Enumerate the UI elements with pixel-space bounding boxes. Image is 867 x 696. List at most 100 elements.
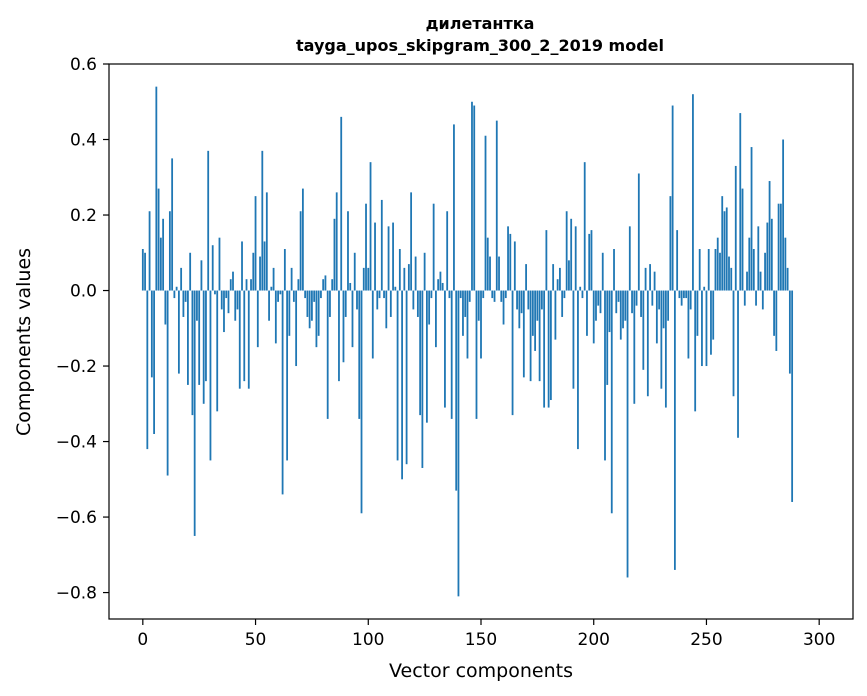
- bar: [498, 256, 500, 291]
- bar: [401, 290, 403, 480]
- bar: [168, 211, 171, 291]
- bar: [410, 192, 413, 291]
- bar: [586, 290, 588, 336]
- bar: [153, 290, 155, 434]
- bar: [624, 290, 627, 321]
- bar: [403, 267, 406, 291]
- bar: [493, 290, 496, 302]
- bar: [712, 290, 715, 340]
- bar: [770, 218, 773, 291]
- bar: [263, 241, 266, 291]
- bar: [631, 290, 633, 314]
- bar: [220, 290, 223, 310]
- bar: [162, 218, 165, 291]
- bar: [385, 290, 388, 329]
- bar: [344, 290, 347, 317]
- bar: [601, 252, 604, 291]
- bar: [743, 290, 746, 306]
- bar: [662, 290, 665, 329]
- bar: [322, 279, 325, 291]
- bar: [243, 290, 246, 382]
- bar: [306, 290, 309, 317]
- bar: [637, 173, 640, 291]
- bar: [617, 290, 620, 302]
- bar: [683, 290, 685, 299]
- bar: [155, 86, 158, 291]
- bar: [148, 211, 151, 291]
- bar: [653, 271, 656, 291]
- bar: [516, 290, 518, 310]
- bar: [480, 290, 482, 359]
- bar: [655, 290, 658, 344]
- bar: [529, 290, 532, 382]
- bar: [396, 290, 399, 461]
- bar: [198, 290, 201, 385]
- bar: [759, 271, 762, 291]
- bar: [685, 290, 688, 299]
- bar: [466, 290, 469, 359]
- x-axis-ticks: 0 50 100 150 200 250 300: [137, 619, 835, 650]
- bar: [619, 290, 622, 340]
- bar: [595, 290, 597, 321]
- bar: [150, 290, 153, 378]
- bar: [200, 260, 203, 291]
- bar: [279, 290, 282, 295]
- bar: [640, 290, 642, 317]
- bar: [719, 252, 721, 291]
- bar: [356, 290, 358, 310]
- bar: [491, 290, 494, 299]
- x-axis-label: Vector components: [389, 660, 573, 682]
- bar: [387, 226, 390, 291]
- bar: [360, 290, 363, 514]
- bar: [554, 290, 557, 340]
- bar: [205, 290, 207, 382]
- bar: [570, 218, 573, 291]
- bar: [286, 290, 289, 461]
- bar: [187, 290, 189, 385]
- bar: [283, 249, 286, 291]
- bar: [687, 290, 690, 359]
- bar: [365, 203, 367, 291]
- bar: [590, 230, 593, 291]
- bar: [694, 290, 697, 412]
- bar: [710, 290, 712, 355]
- bar: [211, 245, 214, 291]
- bar: [775, 290, 778, 351]
- bar: [489, 256, 491, 291]
- plot-frame: [108, 63, 854, 620]
- bar: [547, 290, 550, 408]
- bar: [175, 286, 178, 291]
- bar: [482, 290, 485, 299]
- bar: [741, 188, 744, 291]
- bar: [761, 290, 764, 310]
- bar: [667, 290, 670, 321]
- bar: [324, 275, 327, 291]
- bar: [383, 290, 385, 299]
- bar: [329, 290, 331, 317]
- bar: [520, 290, 523, 314]
- bar: [626, 290, 629, 578]
- bar: [250, 279, 252, 291]
- bar: [277, 290, 279, 302]
- y-tick-label: 0.6: [70, 55, 97, 75]
- bar: [721, 196, 724, 291]
- bar: [281, 290, 284, 495]
- bar: [500, 290, 503, 302]
- bar: [412, 290, 415, 310]
- bar: [768, 181, 771, 291]
- bar: [568, 260, 570, 291]
- bar: [511, 290, 514, 416]
- bar: [707, 249, 710, 291]
- bar: [577, 290, 579, 450]
- bar: [748, 237, 751, 291]
- bar: [766, 222, 769, 291]
- bar: [164, 290, 167, 325]
- bar: [184, 290, 187, 302]
- bar: [588, 233, 591, 291]
- bar: [223, 290, 225, 333]
- bar: [549, 290, 552, 401]
- bar: [304, 290, 307, 299]
- bar: [484, 135, 487, 291]
